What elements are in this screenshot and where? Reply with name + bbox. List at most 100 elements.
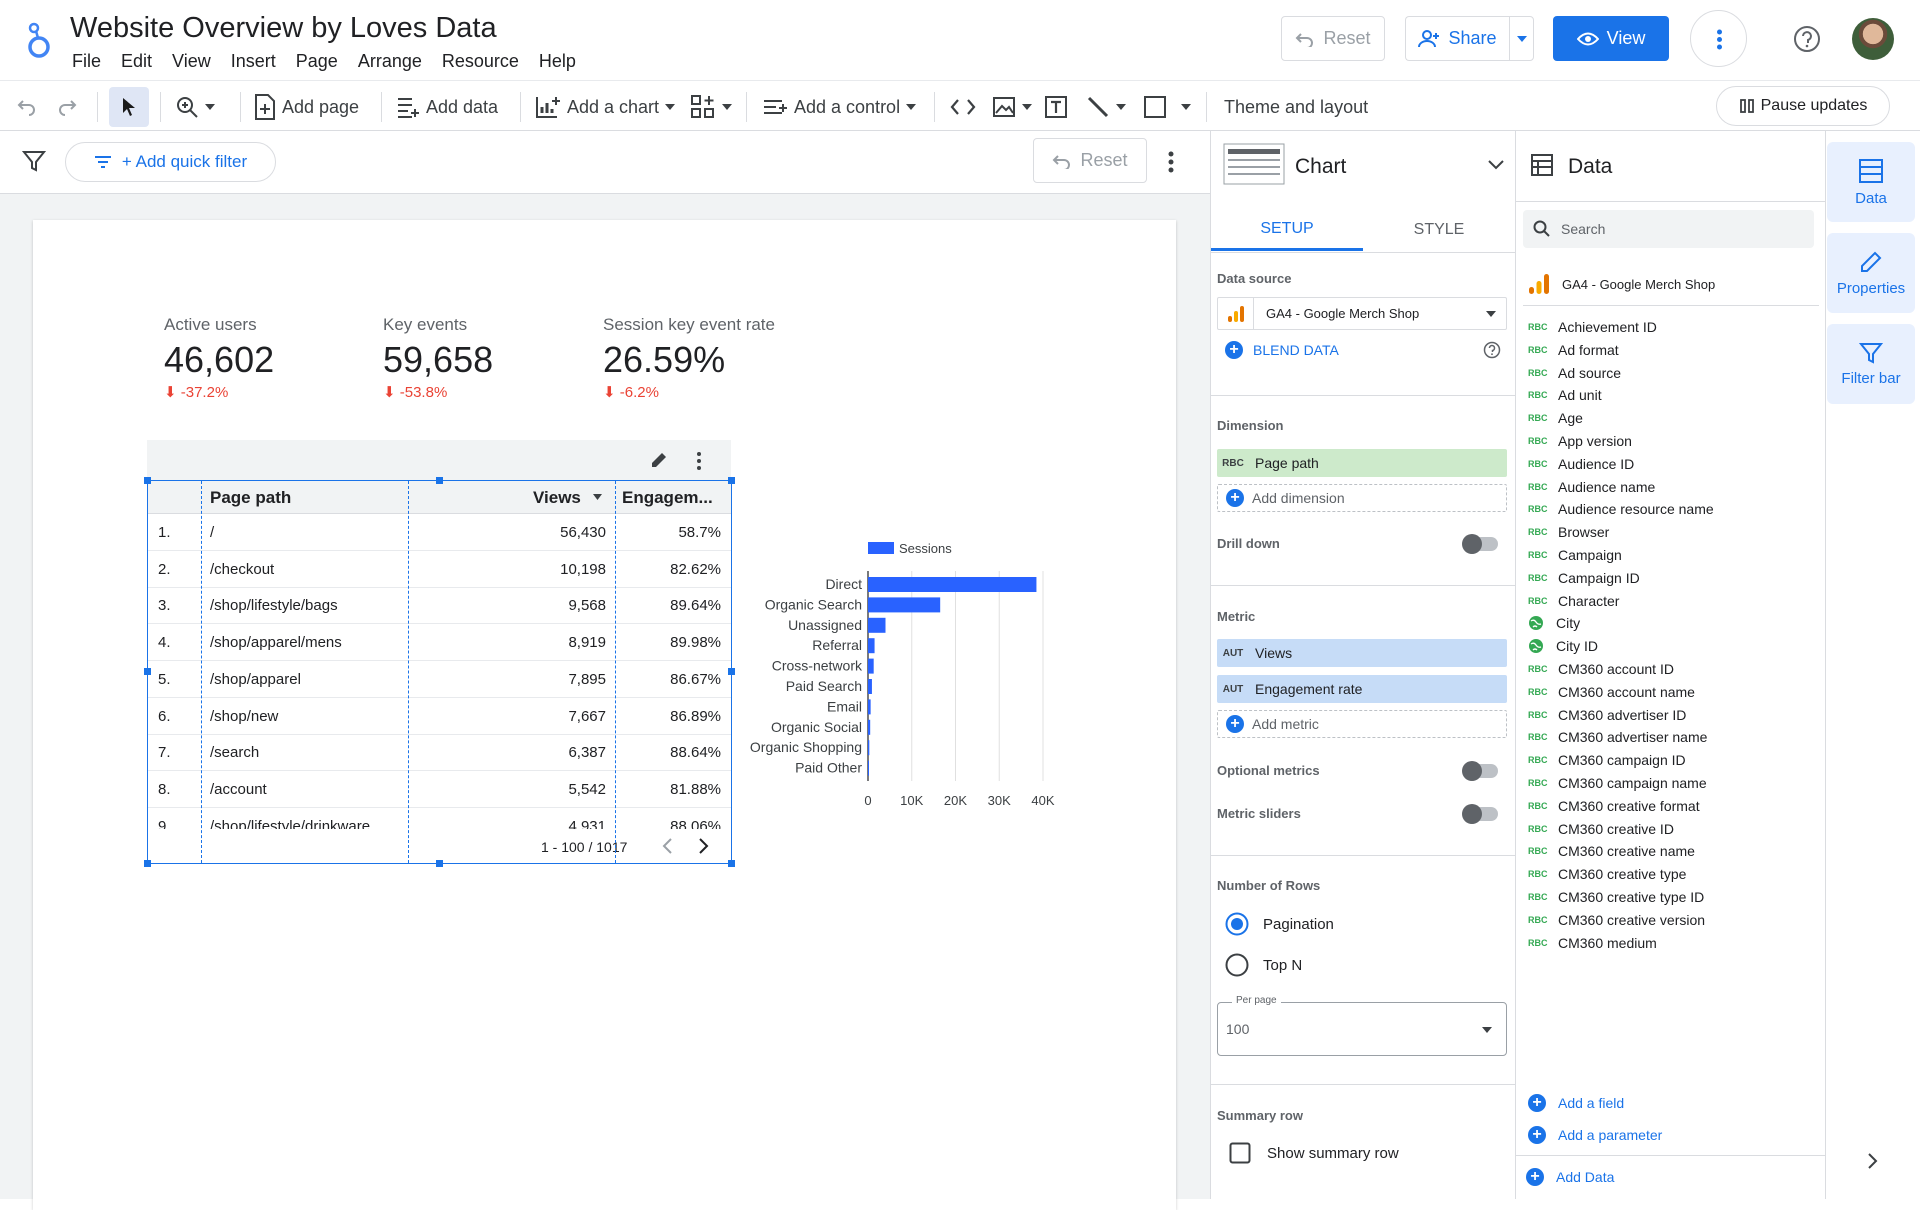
filter-icon[interactable] [22,150,46,172]
resize-handle[interactable] [728,477,735,484]
help-icon[interactable] [1793,25,1821,53]
shape-button[interactable] [1143,89,1191,125]
data-field-item[interactable]: RBC Audience resource name [1528,497,1714,521]
metric-sliders-toggle[interactable] [1462,804,1498,824]
menu-edit[interactable]: Edit [121,51,153,71]
resize-handle[interactable] [144,860,151,867]
top-n-radio[interactable]: Top N [1225,953,1302,977]
tab-setup[interactable]: SETUP [1211,209,1363,251]
rail-properties-button[interactable]: Properties [1827,233,1915,313]
resize-handle[interactable] [728,860,735,867]
data-field-item[interactable]: RBC CM360 advertiser name [1528,725,1707,749]
data-field-item[interactable]: RBC CM360 medium [1528,931,1657,955]
next-page-icon[interactable] [698,837,710,855]
data-source-select[interactable]: GA4 - Google Merch Shop [1217,297,1507,330]
add-data-button[interactable]: + Add Data [1526,1168,1614,1186]
help-icon[interactable] [1483,341,1501,359]
redo-icon[interactable] [56,89,78,125]
blend-data-button[interactable]: + BLEND DATA [1225,341,1339,359]
add-dimension-button[interactable]: + Add dimension [1217,484,1507,512]
report-page[interactable]: Active users 46,602 ⬇ -37.2% Key events … [33,220,1176,1210]
add-parameter-button[interactable]: + Add a parameter [1528,1126,1662,1144]
data-field-item[interactable]: RBC Character [1528,589,1619,613]
data-field-item[interactable]: RBC CM360 account ID [1528,657,1674,681]
data-field-item[interactable]: RBC Browser [1528,520,1609,544]
add-metric-button[interactable]: + Add metric [1217,710,1507,738]
data-field-item[interactable]: RBC Ad format [1528,338,1619,362]
field-search-input[interactable]: Search [1523,210,1814,248]
menu-view[interactable]: View [172,51,211,71]
table-row[interactable]: 6. /shop/new 7,667 86.89% [148,698,731,735]
dimension-chip-page-path[interactable]: RBC Page path [1217,449,1507,477]
zoom-button[interactable] [175,89,215,125]
rail-filter-bar-button[interactable]: Filter bar [1827,324,1915,404]
tab-style[interactable]: STYLE [1413,221,1465,238]
filter-reset-button[interactable]: Reset [1033,138,1147,183]
more-vert-icon[interactable] [1166,149,1176,175]
data-field-item[interactable]: RBC CM360 creative type ID [1528,885,1704,909]
menu-arrange[interactable]: Arrange [357,51,422,71]
menu-page[interactable]: Page [295,51,338,71]
data-field-item[interactable]: City [1528,611,1580,635]
column-header-views[interactable]: Views [533,488,581,507]
theme-layout-button[interactable]: Theme and layout [1224,89,1368,125]
edit-pencil-icon[interactable] [649,450,669,470]
data-field-item[interactable]: RBC Campaign [1528,543,1622,567]
table-row[interactable]: 5. /shop/apparel 7,895 86.67% [148,661,731,698]
resize-handle[interactable] [436,477,443,484]
scorecard-session-key-event-rate[interactable]: Session key event rate 26.59% ⬇ -6.2% [603,315,775,401]
prev-page-icon[interactable] [661,837,673,855]
per-page-select[interactable]: Per page 100 [1217,995,1507,1056]
table-row[interactable]: 4. /shop/apparel/mens 8,919 89.98% [148,624,731,662]
image-button[interactable] [992,89,1032,125]
user-avatar[interactable] [1852,18,1894,60]
add-page-button[interactable]: Add page [254,89,359,125]
column-header-engagement[interactable]: Engagem... [622,488,713,507]
scorecard-key-events[interactable]: Key events 59,658 ⬇ -53.8% [383,315,493,401]
reset-button[interactable]: Reset [1281,16,1385,61]
resize-handle[interactable] [144,477,151,484]
report-title[interactable]: Website Overview by Loves Data [70,12,497,44]
data-field-item[interactable]: RBC CM360 creative version [1528,908,1705,932]
table-row[interactable]: 2. /checkout 10,198 82.62% [148,551,731,588]
rail-data-button[interactable]: Data [1827,142,1915,222]
data-field-item[interactable]: RBC Audience name [1528,475,1655,499]
data-field-item[interactable]: RBC Achievement ID [1528,315,1657,339]
resize-handle[interactable] [728,668,735,675]
add-control-button[interactable]: Add a control [762,89,917,125]
data-field-item[interactable]: RBC Ad source [1528,361,1621,385]
data-field-item[interactable]: RBC CM360 advertiser ID [1528,703,1686,727]
drill-down-toggle[interactable] [1462,534,1498,554]
table-row[interactable]: 7. /search 6,387 88.64% [148,734,731,772]
data-field-item[interactable]: RBC CM360 campaign ID [1528,748,1686,772]
data-field-item[interactable]: RBC Audience ID [1528,452,1634,476]
resize-handle[interactable] [144,668,151,675]
table-row[interactable]: 1. / 56,430 58.7% [148,514,731,551]
pause-updates-button[interactable]: Pause updates [1716,86,1890,126]
view-button[interactable]: View [1553,16,1669,61]
add-data-button[interactable]: Add data [396,89,498,125]
data-field-item[interactable]: RBC CM360 account name [1528,680,1695,704]
pagination-radio[interactable]: Pagination [1225,912,1334,936]
column-header-page-path[interactable]: Page path [210,488,292,507]
page-path-table[interactable]: Page path Views Engagem... 1. / 56,430 58.7… [147,480,732,864]
add-field-button[interactable]: + Add a field [1528,1094,1624,1112]
show-summary-row-checkbox[interactable]: Show summary row [1229,1142,1399,1164]
line-button[interactable] [1086,89,1126,125]
menu-resource[interactable]: Resource [441,51,519,71]
resize-handle[interactable] [436,860,443,867]
data-field-item[interactable]: City ID [1528,634,1598,658]
menu-file[interactable]: File [72,51,102,71]
table-row[interactable]: 8. /account 5,542 81.88% [148,771,731,808]
table-row[interactable]: 3. /shop/lifestyle/bags 9,568 89.64% [148,587,731,625]
menu-help[interactable]: Help [538,51,576,71]
looker-studio-logo[interactable] [24,20,54,60]
add-chart-button[interactable]: Add a chart [535,89,676,125]
data-source-item[interactable]: GA4 - Google Merch Shop [1528,273,1715,295]
add-quick-filter-button[interactable]: + Add quick filter [65,142,276,182]
chevron-right-icon[interactable] [1867,1152,1879,1170]
data-field-item[interactable]: RBC CM360 creative format [1528,794,1700,818]
undo-icon[interactable] [16,89,38,125]
text-box-icon[interactable] [1044,89,1068,125]
data-field-item[interactable]: RBC Age [1528,406,1583,430]
